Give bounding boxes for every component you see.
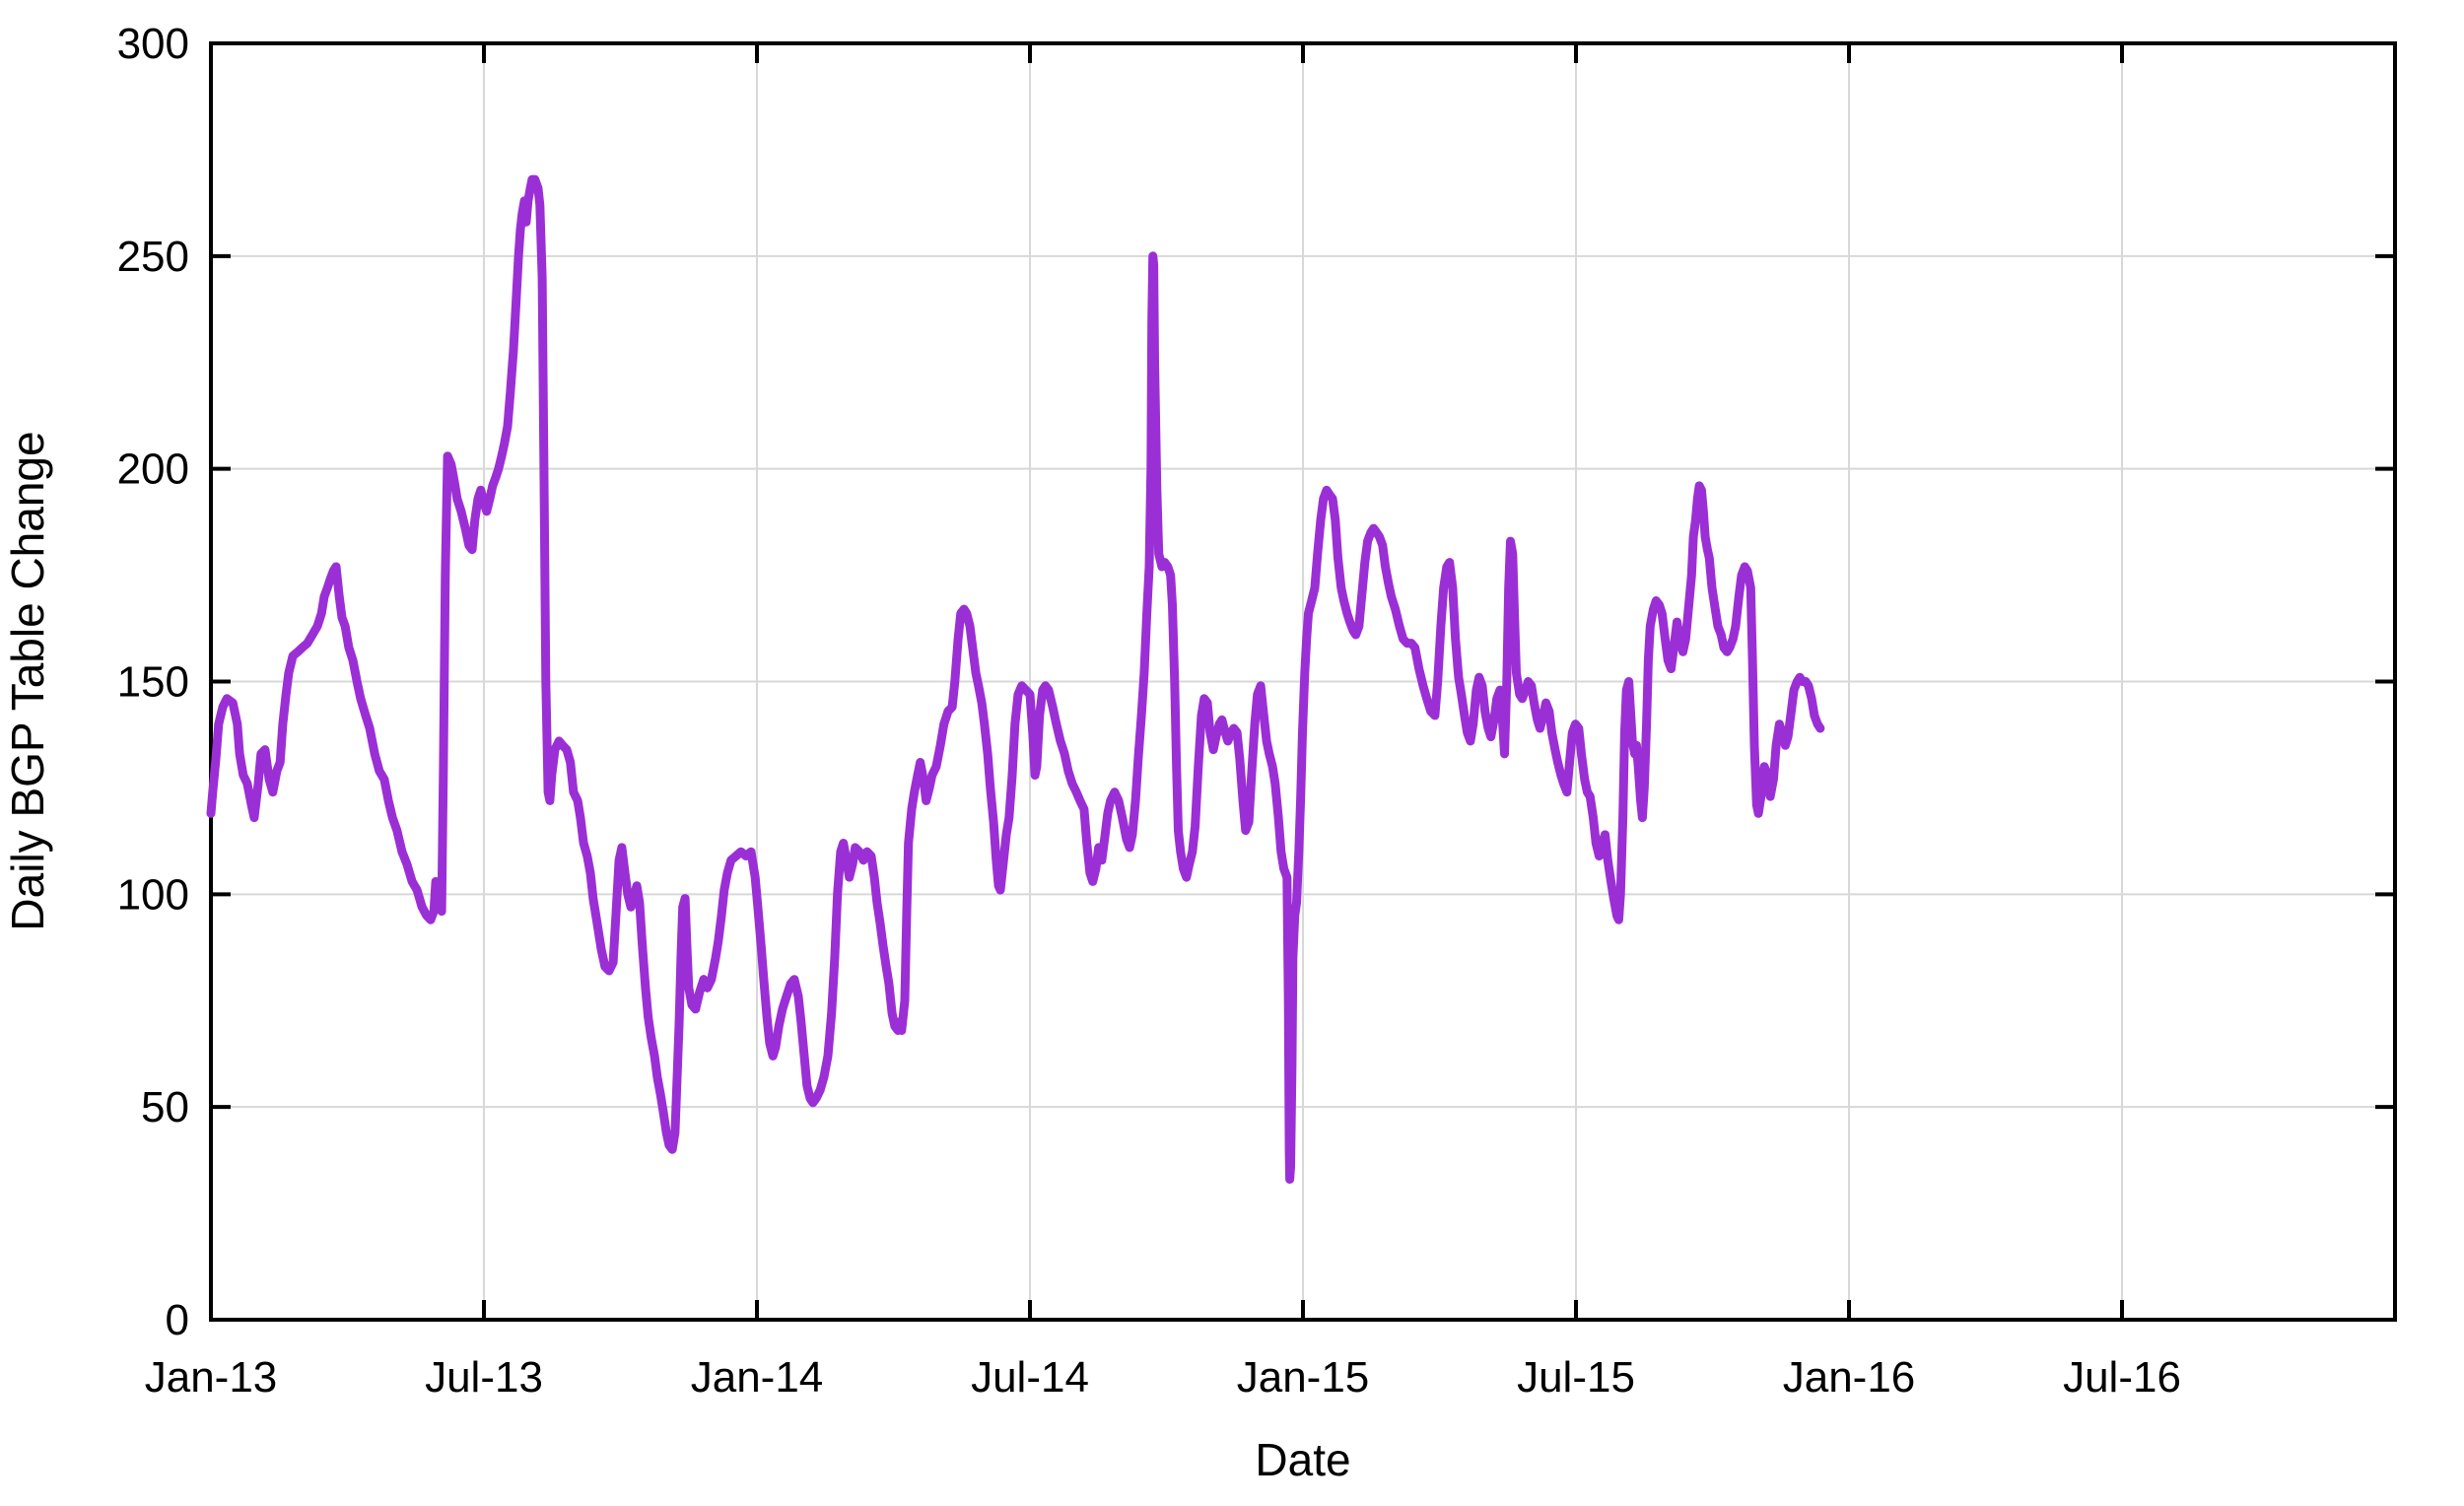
y-axis-title: Daily BGP Table Change [2,431,53,930]
x-tick-label: Jul-14 [971,1353,1089,1402]
x-tick-label: Jan-15 [1237,1353,1370,1402]
y-tick-label: 150 [117,658,189,707]
series-layer [206,174,1825,1184]
x-tick-label: Jul-13 [425,1353,543,1402]
y-tick-label: 100 [117,870,189,919]
x-axis-title: Date [1255,1434,1350,1485]
y-tick-label: 300 [117,20,189,68]
x-tick-label: Jul-16 [2063,1353,2181,1402]
bgp-change-line [206,174,1825,1184]
y-tick-label: 250 [117,233,189,281]
y-tick-label: 0 [166,1296,189,1344]
x-tick-label: Jan-13 [145,1353,278,1402]
x-tick-label: Jan-14 [691,1353,824,1402]
y-tick-label: 200 [117,445,189,494]
grid-layer [211,43,2395,1320]
frame-layer [209,41,2397,1322]
x-tick-label: Jan-16 [1783,1353,1916,1402]
y-tick-label: 50 [141,1083,189,1131]
x-tick-label: Jul-15 [1517,1353,1635,1402]
label-layer: Daily BGP Table Change Date Jan-13 Jul-13… [2,20,2181,1485]
